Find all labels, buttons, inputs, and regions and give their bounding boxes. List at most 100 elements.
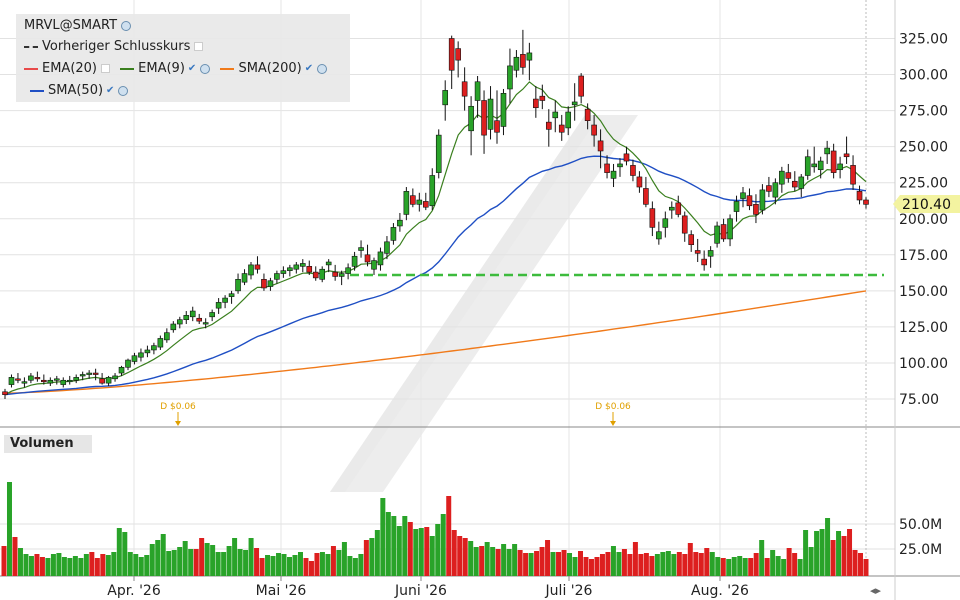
- candle: [494, 90, 500, 144]
- volume-bar: [50, 554, 56, 576]
- candle: [545, 109, 552, 147]
- candle: [779, 166, 785, 193]
- candle: [196, 313, 203, 325]
- candle: [397, 212, 403, 232]
- candle: [403, 187, 410, 221]
- price-tick-label: 225.00: [899, 176, 948, 192]
- candle: [8, 374, 15, 388]
- volume-bar: [534, 551, 540, 576]
- volume-bar: [572, 557, 578, 576]
- candle: [377, 247, 384, 271]
- candle: [817, 156, 824, 179]
- candle: [189, 306, 196, 322]
- candle: [455, 41, 461, 78]
- volume-bar: [737, 556, 743, 576]
- check-icon[interactable]: ✔: [304, 63, 314, 74]
- volume-bar: [369, 538, 375, 576]
- volume-bar: [105, 555, 111, 576]
- sma200-label: SMA(200): [238, 61, 302, 76]
- sma50-label: SMA(50): [48, 83, 104, 98]
- volume-bar: [715, 557, 721, 576]
- candle: [176, 316, 183, 329]
- volume-bar: [144, 555, 150, 576]
- volume-bar: [34, 554, 40, 576]
- volume-bar: [100, 554, 106, 576]
- candle: [248, 262, 254, 280]
- candle: [791, 171, 798, 192]
- candle: [435, 129, 442, 179]
- ema9-swatch: [120, 67, 135, 70]
- volume-bar: [89, 552, 95, 576]
- volume-bar: [314, 553, 320, 576]
- volume-bar: [517, 550, 523, 576]
- volume-bar: [693, 552, 699, 576]
- candle: [507, 48, 513, 104]
- settings-icon[interactable]: [317, 63, 328, 74]
- candle: [92, 368, 99, 381]
- volume-bar: [748, 558, 754, 576]
- settings-icon[interactable]: [121, 20, 132, 31]
- volume-bar: [56, 553, 62, 576]
- volume-bar: [188, 549, 194, 576]
- check-icon[interactable]: ✔: [106, 85, 115, 96]
- volume-bar: [391, 516, 397, 576]
- volume-bar: [830, 540, 836, 576]
- volume-bar: [17, 548, 23, 576]
- candle: [371, 257, 377, 275]
- volume-tick-label: 50.0M: [899, 517, 942, 533]
- candle: [500, 88, 507, 136]
- candle: [740, 187, 746, 208]
- candle: [591, 114, 597, 147]
- candle: [319, 266, 326, 283]
- candle: [565, 106, 572, 136]
- candle: [837, 156, 843, 179]
- volume-bar: [6, 482, 12, 576]
- dividend-arrow-icon: [175, 421, 181, 426]
- volume-bar: [836, 531, 842, 576]
- volume-bar: [28, 556, 34, 576]
- legend-prev-close-row: Vorheriger Schlusskurs: [24, 39, 204, 54]
- settings-icon[interactable]: [200, 63, 211, 74]
- check-icon[interactable]: ✔: [187, 63, 197, 74]
- candle: [144, 345, 151, 358]
- volume-bar: [627, 554, 633, 576]
- candle: [222, 295, 228, 309]
- candle: [183, 311, 190, 325]
- last-price-label: 210.40: [902, 197, 951, 213]
- volume-bar: [512, 544, 518, 576]
- candle: [701, 250, 707, 271]
- volume-bar: [374, 530, 380, 576]
- candle: [384, 236, 390, 260]
- candle: [47, 377, 54, 387]
- volume-bar: [654, 554, 660, 576]
- candle: [138, 348, 144, 362]
- volume-bar: [775, 556, 781, 576]
- candle: [856, 185, 863, 205]
- volume-bar: [781, 559, 787, 576]
- candle: [390, 223, 397, 245]
- volume-bar: [676, 552, 682, 576]
- dividend-arrow-icon: [610, 421, 616, 426]
- candle: [753, 194, 759, 224]
- candle: [766, 176, 772, 198]
- toggle-icon[interactable]: [194, 42, 204, 51]
- ema20-label: EMA(20): [42, 61, 98, 76]
- toggle-icon[interactable]: [101, 64, 111, 73]
- price-tick-label: 150.00: [899, 284, 948, 300]
- candle: [66, 375, 73, 385]
- volume-bar: [720, 558, 726, 576]
- candle: [656, 221, 662, 245]
- volume-bar: [72, 556, 78, 576]
- settings-icon[interactable]: [118, 85, 129, 96]
- volume-bar: [248, 538, 254, 576]
- volume-bar: [83, 554, 89, 576]
- volume-bar: [567, 553, 573, 576]
- scroll-marker[interactable]: ◂▸: [870, 584, 882, 597]
- candle: [287, 264, 293, 277]
- volume-axis: 50.0M 25.0M: [899, 517, 942, 558]
- candle: [552, 100, 559, 133]
- price-tick-label: 200.00: [899, 212, 948, 228]
- price-axis: 325.00 300.00 275.00 250.00 225.00 200.00 175.…: [899, 32, 948, 409]
- volume-bar: [204, 543, 210, 576]
- volume-bar: [852, 550, 858, 576]
